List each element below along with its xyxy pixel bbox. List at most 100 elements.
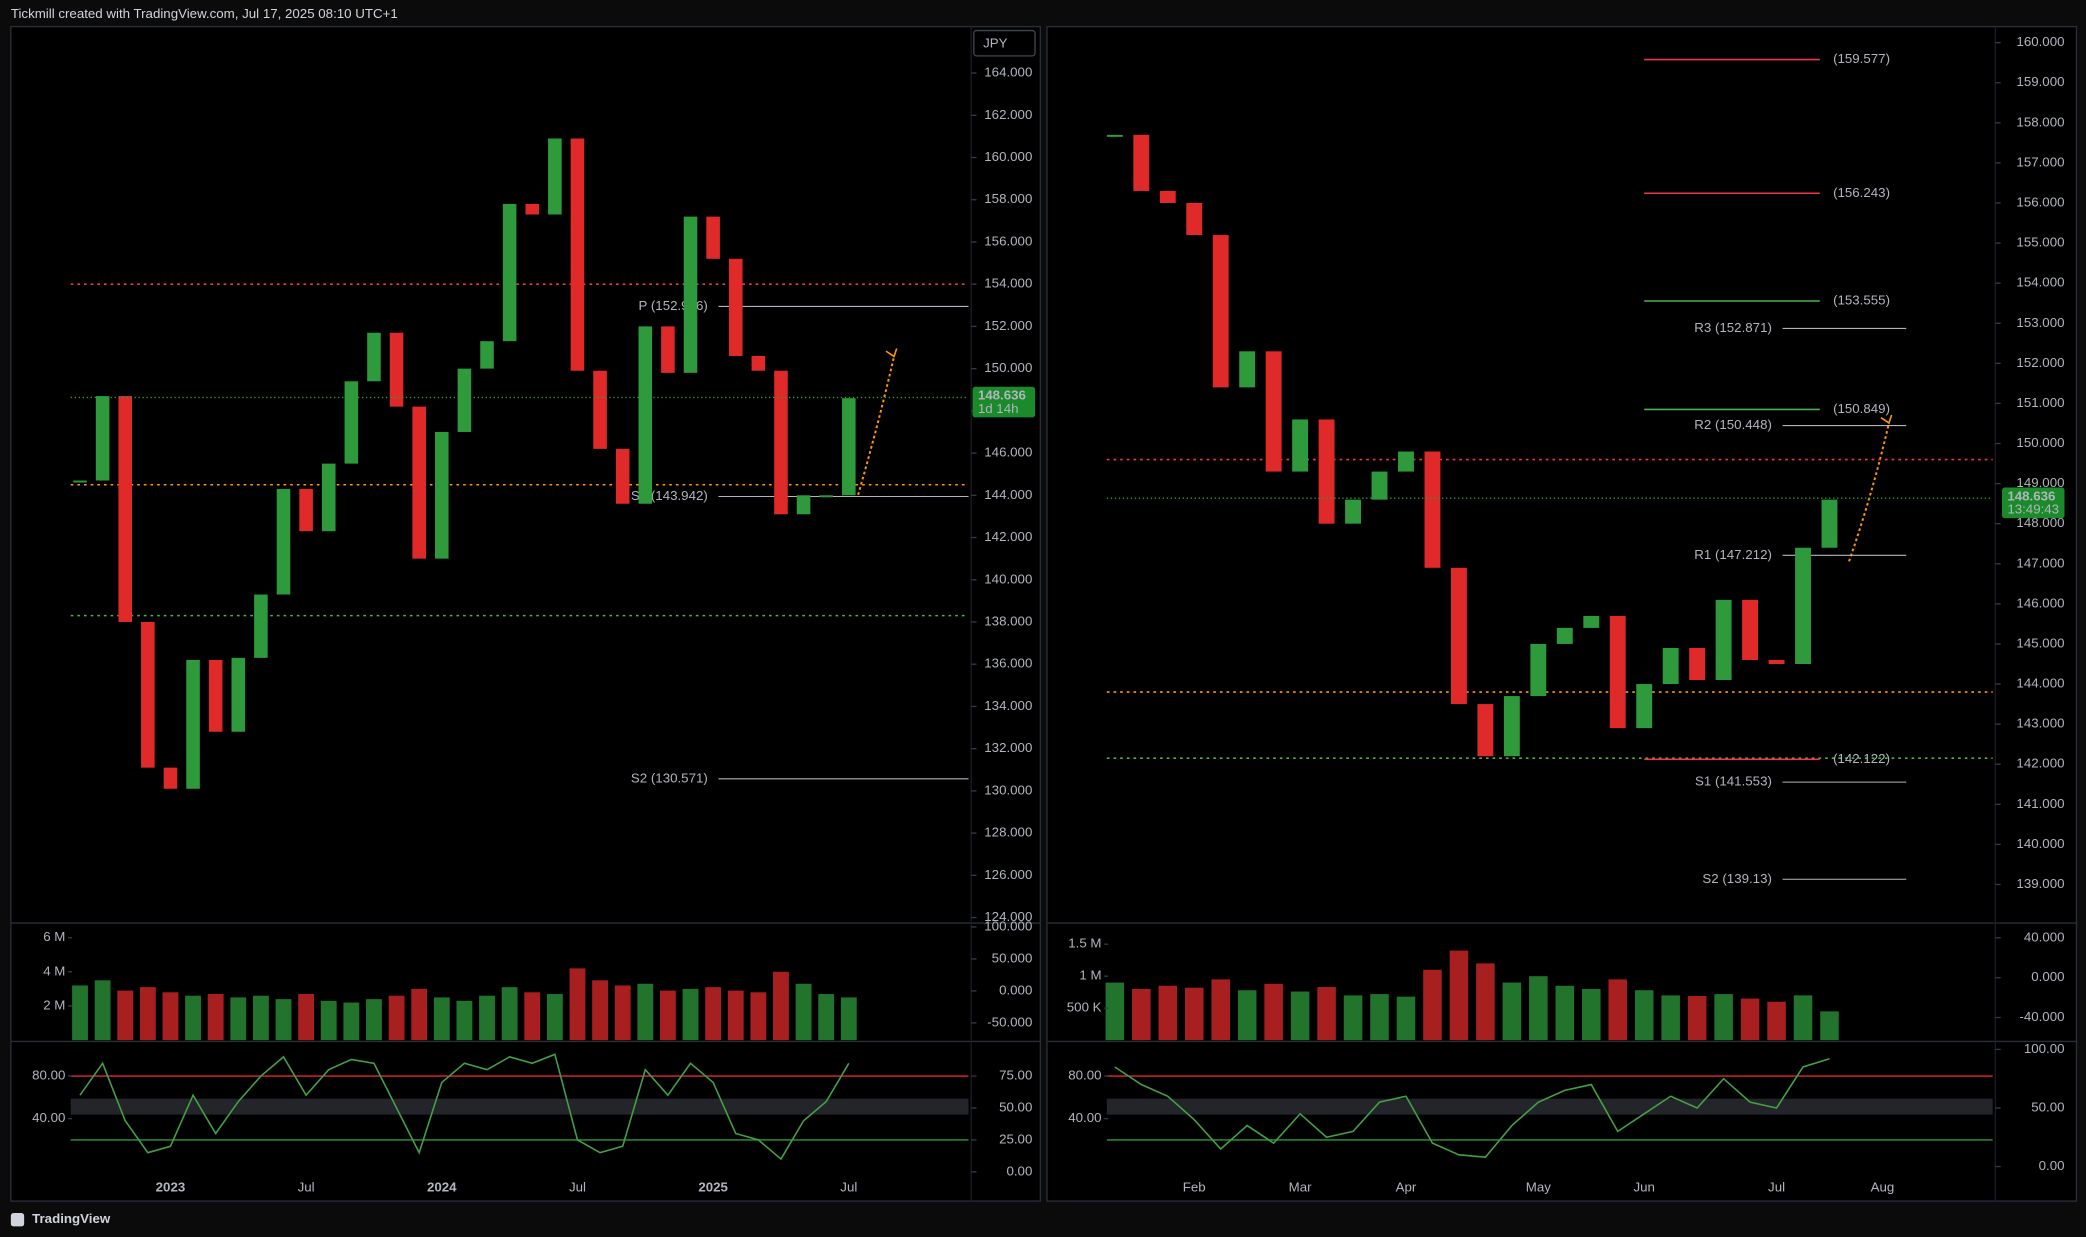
forecast-arrow [857, 356, 895, 496]
volume-bar [230, 997, 247, 1041]
y-tick-label: 124.000 [984, 909, 1032, 924]
candle [1609, 615, 1626, 729]
candle [683, 216, 698, 373]
footer: TradingView [32, 1211, 111, 1226]
volume-bar [1396, 996, 1416, 1041]
y-tick-label: 158.000 [2016, 114, 2064, 129]
y-tick-label: 152.000 [2016, 355, 2064, 370]
target-label: (156.243) [1833, 185, 1890, 200]
candle [1398, 451, 1414, 472]
volume-y2-tick-label: -40.000 [2019, 1009, 2064, 1024]
volume-bar [1529, 976, 1548, 1041]
volume-bar [750, 992, 767, 1041]
x-tick-label: Jul [840, 1179, 857, 1194]
candle [502, 203, 517, 342]
pivot-label: S2 (130.571) [631, 770, 708, 785]
x-tick-label: 2023 [156, 1179, 186, 1194]
candle [525, 203, 540, 215]
y-tick-label: 139.000 [2016, 876, 2064, 891]
oscillator-y2-tick-label: 25.00 [999, 1131, 1032, 1146]
candle [1689, 647, 1706, 681]
y-tick-label: 130.000 [984, 782, 1032, 797]
countdown: 1d 14h [978, 401, 1019, 416]
candle [819, 495, 833, 498]
y-tick-label: 153.000 [2016, 315, 2064, 330]
y-tick-label: 142.000 [2016, 756, 2064, 771]
candle [141, 621, 155, 768]
volume-bar [1211, 979, 1230, 1041]
volume-bar [1290, 991, 1310, 1041]
candle [728, 258, 743, 356]
oscillator-tick-label: 80.00 [32, 1068, 65, 1083]
oscillator-y2-tick-label: 50.00 [999, 1099, 1032, 1114]
y-tick-label: 150.000 [2016, 435, 2064, 450]
y-tick-label: 142.000 [984, 529, 1032, 544]
x-tick-label: 2024 [427, 1179, 457, 1194]
volume-y2-tick-label: 40.000 [2024, 929, 2065, 944]
y-tick-label: 154.000 [984, 276, 1032, 291]
volume-bar [1793, 995, 1813, 1041]
volume-bar [727, 990, 744, 1041]
x-tick-label: Jul [569, 1179, 586, 1194]
candle [299, 488, 313, 532]
volume-bar [433, 997, 450, 1041]
x-tick-label: 2025 [698, 1179, 728, 1194]
volume-bar [705, 987, 722, 1041]
y-tick-label: 159.000 [2016, 74, 2064, 89]
oscillator-y2-tick-label: 0.00 [2039, 1158, 2065, 1173]
y-tick-label: 154.000 [2016, 275, 2064, 290]
volume-y2-tick-label: 0.000 [2031, 969, 2064, 984]
candle [1503, 696, 1520, 757]
x-tick-label: Jul [1768, 1179, 1785, 1194]
volume-bar [1582, 988, 1601, 1041]
volume-bar [592, 980, 608, 1041]
volume-bar [207, 994, 224, 1041]
pivot-label: P (152.946) [639, 298, 708, 313]
y-tick-label: 143.000 [2016, 716, 2064, 731]
volume-bar [795, 983, 812, 1041]
volume-bar [569, 968, 586, 1041]
y-tick-label: 126.000 [984, 867, 1032, 882]
y-tick-label: 128.000 [984, 825, 1032, 840]
volume-bar [1370, 994, 1389, 1041]
countdown: 13:49:43 [2007, 502, 2059, 517]
candle [1106, 134, 1123, 137]
oscillator-y2-tick-label: 100.00 [2024, 1041, 2065, 1056]
volume-bar [94, 980, 111, 1041]
candle [706, 216, 720, 259]
volume-bar [1237, 990, 1257, 1041]
volume-bar [1184, 987, 1204, 1041]
candle [1265, 351, 1282, 472]
volume-bar [1820, 1011, 1839, 1041]
y-tick-label: 151.000 [2016, 395, 2064, 410]
arrow-head [1880, 414, 1893, 425]
x-tick-label: May [1526, 1179, 1551, 1194]
pivot-label: R2 (150.448) [1694, 417, 1772, 432]
candle [254, 594, 268, 658]
volume-bar [546, 994, 563, 1041]
volume-bar [162, 992, 179, 1041]
oscillator-band [70, 1098, 969, 1115]
volume-bar [1343, 995, 1363, 1041]
candle [186, 659, 200, 789]
candle [1292, 419, 1309, 472]
volume-bar [1105, 982, 1125, 1041]
candle [276, 488, 291, 595]
candle [208, 659, 223, 732]
volume-bar [456, 1000, 473, 1041]
x-tick-label: Feb [1183, 1179, 1206, 1194]
volume-bar [411, 988, 428, 1041]
last-price-label: 148.636 [978, 388, 1026, 403]
volume-tick-label: 4 M [43, 963, 65, 978]
target-label: (142.122) [1833, 751, 1890, 766]
y-tick-label: 160.000 [984, 149, 1032, 164]
oscillator-line [1114, 1058, 1830, 1159]
volume-y2-tick-label: -50.000 [987, 1014, 1032, 1029]
volume-tick-label: 1.5 M [1068, 936, 1101, 951]
candle [344, 381, 359, 464]
candle [1212, 235, 1229, 388]
volume-bar [1476, 963, 1495, 1041]
x-tick-label: Jul [298, 1179, 315, 1194]
candle [1345, 499, 1361, 524]
candle [118, 396, 133, 622]
